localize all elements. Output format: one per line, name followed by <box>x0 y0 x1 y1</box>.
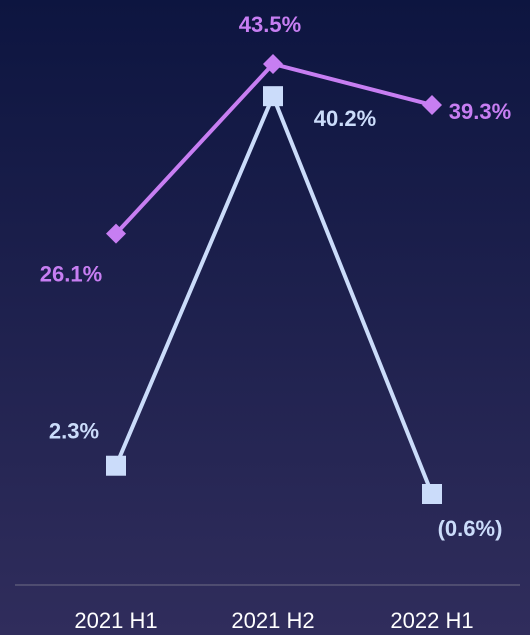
value-label: 26.1% <box>40 261 102 286</box>
marker <box>263 54 283 74</box>
marker <box>263 86 283 107</box>
value-label: 2.3% <box>49 419 99 444</box>
value-label: 39.3% <box>449 99 511 124</box>
marker <box>422 484 442 504</box>
marker <box>106 455 126 476</box>
value-label: 43.5% <box>239 12 301 37</box>
value-label: (0.6%) <box>438 516 503 541</box>
value-label: 40.2% <box>314 106 376 131</box>
x-tick-label: 2021 H2 <box>231 608 314 633</box>
marker <box>106 223 126 244</box>
x-tick-label: 2022 H1 <box>390 608 473 633</box>
x-tick-label: 2021 H1 <box>74 608 157 633</box>
marker <box>422 94 442 115</box>
